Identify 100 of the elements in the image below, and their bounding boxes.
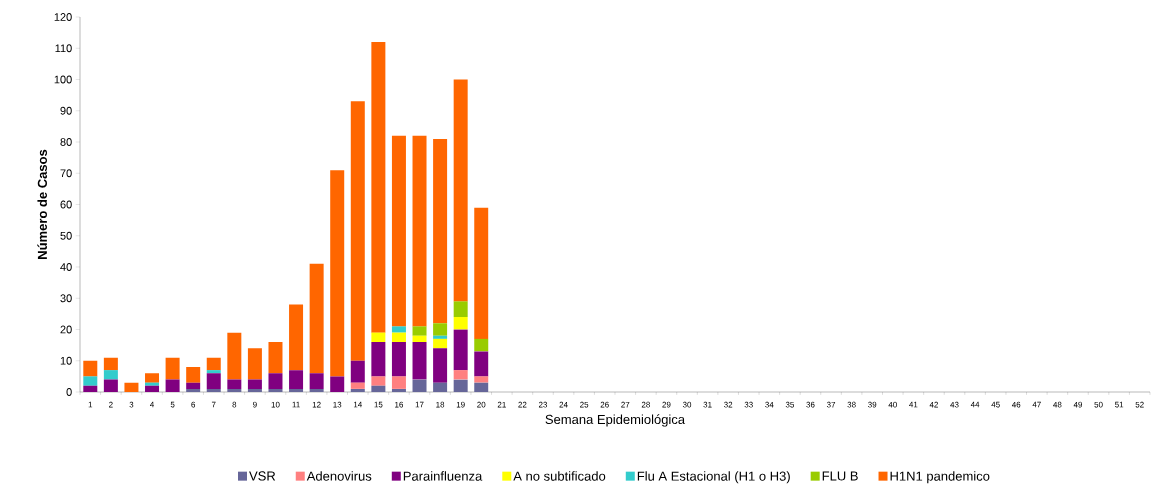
x-tick-label: 2 <box>109 401 113 408</box>
x-tick-label: 22 <box>518 401 527 408</box>
x-tick-label: 20 <box>477 401 486 408</box>
bar <box>103 379 118 392</box>
bar <box>124 382 139 392</box>
x-axis-title: Semana Epidemiológica <box>545 414 686 427</box>
y-axis-title: Número de Casos <box>37 149 47 259</box>
bar <box>103 357 118 371</box>
bar <box>391 332 406 342</box>
bar <box>371 385 386 392</box>
bar <box>165 357 180 380</box>
x-tick-label: 3 <box>129 401 134 408</box>
bar <box>227 332 242 380</box>
bar <box>412 135 427 327</box>
bar <box>412 342 427 380</box>
bar <box>412 335 427 342</box>
x-tick-label: 5 <box>170 401 175 408</box>
x-tick-label: 50 <box>1094 401 1103 408</box>
bar <box>247 379 262 389</box>
bar <box>453 317 468 330</box>
y-tick-label: 0 <box>66 388 72 396</box>
bar <box>433 335 448 339</box>
bar <box>350 101 365 361</box>
bar <box>453 301 468 317</box>
x-tick-label: 38 <box>847 401 856 408</box>
bar <box>289 304 304 371</box>
x-tick-label: 39 <box>868 401 877 408</box>
bar <box>350 360 365 383</box>
bar <box>391 342 406 377</box>
bar <box>227 379 242 389</box>
bar <box>453 370 468 380</box>
bar <box>371 332 386 342</box>
x-tick-label: 9 <box>253 401 257 408</box>
bar <box>330 376 345 392</box>
x-tick-label: 45 <box>991 401 1000 408</box>
x-tick-label: 29 <box>662 401 671 408</box>
x-tick-label: 8 <box>232 401 237 408</box>
x-tick-label: 31 <box>703 401 712 408</box>
bar <box>206 357 221 371</box>
y-tick-label: 60 <box>60 200 72 209</box>
bar <box>206 370 221 374</box>
bar <box>433 138 448 324</box>
bar <box>350 382 365 389</box>
bar <box>371 342 386 377</box>
x-tick-label: 42 <box>929 401 938 408</box>
x-tick-label: 6 <box>191 401 196 408</box>
x-tick-label: 47 <box>1032 401 1041 408</box>
bar <box>433 348 448 383</box>
legend-label: Flu A Estacional (H1 o H3) <box>637 471 790 484</box>
x-tick-label: 24 <box>559 401 568 408</box>
x-tick-label: 43 <box>950 401 959 408</box>
bar <box>453 329 468 371</box>
bar <box>206 388 221 392</box>
y-tick-label: 10 <box>60 356 72 365</box>
x-tick-label: 19 <box>456 401 465 408</box>
bar <box>433 382 448 392</box>
bar <box>247 348 262 380</box>
bar <box>103 370 118 380</box>
bar <box>186 382 201 389</box>
y-tick-label: 120 <box>54 13 72 21</box>
x-tick-label: 51 <box>1114 401 1124 408</box>
bar <box>289 370 304 389</box>
bar <box>350 388 365 392</box>
bar <box>330 170 345 377</box>
bar <box>371 42 386 333</box>
bar <box>145 382 160 386</box>
bar <box>227 388 242 392</box>
bar <box>391 388 406 392</box>
bar <box>247 388 262 392</box>
x-tick-label: 16 <box>395 401 404 408</box>
x-tick-label: 26 <box>600 401 609 408</box>
bar <box>289 388 304 392</box>
bar <box>145 385 160 392</box>
bar <box>412 326 427 336</box>
y-tick-label: 40 <box>60 263 72 271</box>
bar <box>474 382 489 392</box>
bar <box>474 338 489 352</box>
bar <box>433 323 448 336</box>
x-tick-label: 52 <box>1135 401 1144 408</box>
bar <box>165 379 180 392</box>
y-tick-label: 90 <box>60 106 72 115</box>
x-tick-label: 13 <box>333 401 342 408</box>
x-tick-label: 48 <box>1053 401 1062 408</box>
bar <box>309 388 324 392</box>
y-tick-label: 50 <box>60 231 72 240</box>
x-tick-label: 40 <box>888 401 897 408</box>
legend-label: FLU B <box>822 471 858 481</box>
bar <box>186 367 201 383</box>
x-tick-label: 1 <box>88 401 93 408</box>
x-tick-label: 21 <box>497 401 506 408</box>
bar <box>145 373 160 383</box>
x-tick-label: 33 <box>744 401 753 408</box>
bar <box>391 326 406 333</box>
bar <box>309 263 324 374</box>
x-tick-label: 12 <box>312 401 321 408</box>
x-tick-label: 36 <box>806 401 815 408</box>
y-tick-label: 100 <box>54 75 72 84</box>
y-tick-label: 20 <box>60 325 72 334</box>
x-tick-label: 15 <box>374 401 383 408</box>
bar <box>268 388 283 392</box>
